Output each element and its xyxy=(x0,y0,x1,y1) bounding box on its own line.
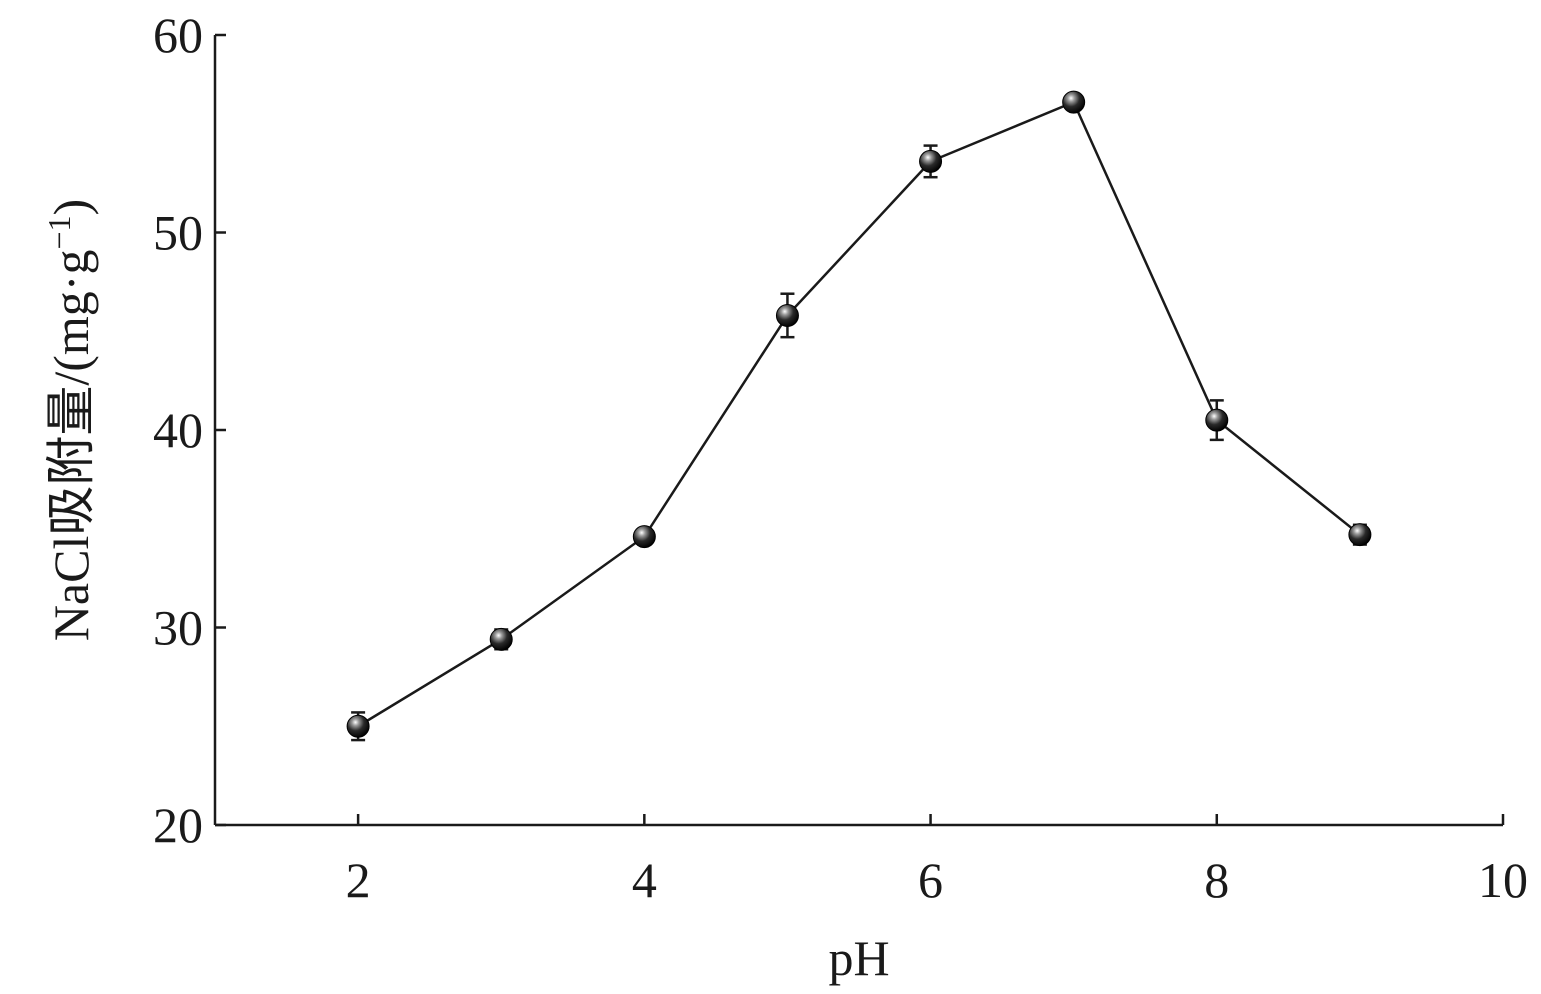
y-tick-label: 60 xyxy=(153,7,203,63)
y-axis-title-close: ) xyxy=(43,199,99,216)
y-axis-title-superscript: −1 xyxy=(41,215,77,249)
x-tick-label: 10 xyxy=(1478,852,1528,908)
data-point xyxy=(632,525,656,549)
data-point xyxy=(346,714,370,738)
y-tick-label: 30 xyxy=(153,600,203,656)
x-tick-label: 4 xyxy=(632,852,657,908)
series-line xyxy=(357,100,1361,728)
y-axis-title: NaCl吸附量/(mg·g−1) xyxy=(41,199,99,641)
data-point xyxy=(1062,90,1086,114)
x-tick-label: 2 xyxy=(346,852,371,908)
y-axis-title-main: NaCl吸附量/(mg·g xyxy=(43,250,99,642)
x-tick-label: 6 xyxy=(918,852,943,908)
y-tick-label: 20 xyxy=(153,797,203,853)
axes xyxy=(213,35,1503,827)
y-tick-label: 40 xyxy=(153,402,203,458)
series-group xyxy=(346,90,1372,742)
data-point xyxy=(489,627,513,651)
data-point xyxy=(919,149,943,173)
x-axis-title: pH xyxy=(828,930,889,986)
y-tick-label: 50 xyxy=(153,205,203,261)
data-point xyxy=(1205,408,1229,432)
data-point xyxy=(775,303,799,327)
x-tick-label: 8 xyxy=(1204,852,1229,908)
y-ticks: 20 30 40 50 60 xyxy=(153,7,226,853)
data-point xyxy=(1348,523,1372,547)
x-ticks: 2 4 6 8 10 xyxy=(346,814,1528,908)
